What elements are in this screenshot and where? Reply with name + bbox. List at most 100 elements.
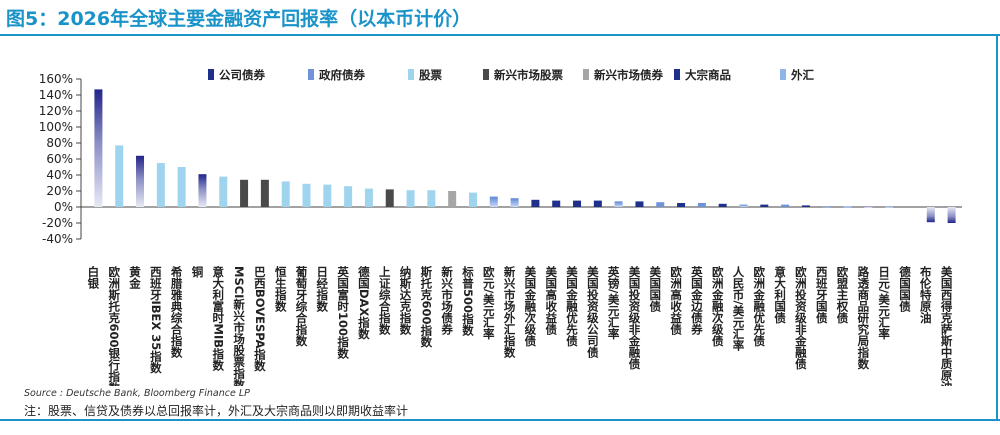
x-tick-label: 铜 (190, 265, 204, 278)
source-note: Source : Deutsche Bank, Bloomberg Financ… (24, 388, 250, 399)
bar (427, 190, 436, 207)
bar (947, 207, 956, 223)
bar-chart: 160% 140% 120% 100% 80% 60% 40% 20% 0% -20% -40% 公… (39, 68, 962, 386)
legend-label: 大宗商品 (685, 68, 731, 82)
bar (781, 204, 790, 207)
x-tick-label: 德国国债 (898, 265, 912, 313)
x-tick-label: 欧洲斯托克600银行指数 (107, 265, 121, 386)
x-tick-label: MSCI新兴市场股票指数 (232, 266, 246, 386)
y-tick-label: 20% (46, 184, 73, 198)
bar (864, 206, 873, 208)
x-tick-label: 白银 (86, 265, 100, 290)
bar (364, 188, 373, 207)
bar (115, 145, 124, 207)
legend-swatch (208, 69, 214, 80)
x-tick-label: 意大利国债 (773, 265, 787, 324)
bar (614, 201, 623, 207)
bar (635, 201, 644, 207)
bar (510, 198, 519, 207)
y-tick-label: -20% (42, 216, 73, 230)
legend-label: 公司债券 (219, 68, 265, 82)
x-tick-label: 西班牙IBEX 35指数 (149, 266, 163, 374)
bar (323, 184, 332, 207)
x-tick-label: 新兴市场外汇指数 (503, 265, 517, 359)
x-tick-label: 黄金 (128, 265, 142, 290)
bar (94, 89, 103, 207)
x-tick-label: 新兴市场债券 (440, 265, 454, 336)
bar (240, 179, 249, 207)
x-tick-label: 美国西得克萨斯中质原油 (940, 265, 954, 386)
x-tick-label: 上证综合指数 (378, 265, 392, 336)
bar (406, 190, 415, 207)
bar (593, 200, 602, 207)
bar (573, 200, 582, 207)
x-tick-label: 纳斯达克指数 (399, 265, 413, 336)
bar (885, 206, 894, 208)
x-tick-label: 欧洲金融次级债 (711, 265, 725, 347)
x-tick-label: 德国DAX指数 (357, 265, 371, 340)
x-tick-label: 人民币/美元汇率 (732, 265, 746, 351)
x-tick-label: 欧元/美元汇率 (482, 265, 496, 340)
legend-swatch (408, 69, 414, 80)
x-tick-label: 欧盟主权债 (836, 265, 850, 324)
y-tick-label: 80% (46, 136, 73, 150)
y-tick-label: 40% (46, 168, 73, 182)
x-tick-label: 西班牙国债 (815, 266, 829, 324)
x-tick-label: 巴西BOVESPA指数 (253, 266, 267, 372)
y-tick-label: -40% (42, 232, 73, 246)
legend-label: 新兴市场股票 (494, 68, 563, 82)
x-tick-label: 日元/美元汇率 (877, 266, 891, 340)
bar (468, 192, 477, 207)
bar (822, 206, 831, 208)
bar (136, 155, 145, 207)
bar (843, 206, 852, 208)
x-tick-label: 布伦特原油 (919, 265, 933, 324)
bar (697, 203, 706, 207)
x-tick-label: 英国富时100指数 (336, 265, 350, 360)
bar (760, 204, 769, 207)
x-tick-label: 欧洲金融优先债 (752, 265, 766, 347)
x-tick-label: 美国高收益债 (544, 265, 558, 336)
bar (531, 199, 540, 207)
bar (385, 189, 394, 207)
bar (198, 174, 207, 207)
bar (281, 181, 290, 207)
x-tick-label: 美国投资级公司债 (586, 265, 600, 359)
bar (260, 179, 269, 207)
x-tick-label: 路透商品研究局指数 (856, 265, 870, 370)
x-tick-label: 欧洲投资级非金融债 (794, 265, 808, 370)
x-tick-label: 斯托克600指数 (419, 265, 433, 348)
y-tick-label: 100% (39, 120, 73, 134)
legend-label: 政府债券 (319, 68, 365, 82)
x-tick-label: 恒生指数 (274, 265, 288, 313)
y-tick-label: 60% (46, 152, 73, 166)
bar (718, 203, 727, 207)
y-tick-label: 160% (39, 72, 73, 86)
bar (219, 176, 228, 207)
x-tick-label: 美国金融优先债 (565, 265, 579, 347)
bar (926, 207, 935, 223)
bar (344, 186, 353, 207)
bar (177, 167, 186, 207)
bar (656, 202, 665, 207)
y-tick-label: 140% (39, 88, 73, 102)
y-tick-label: 0% (54, 200, 73, 214)
bar (739, 204, 748, 207)
x-tick-label: 美国金融次级债 (523, 265, 537, 347)
bar (489, 196, 498, 207)
legend-swatch (308, 69, 314, 80)
frame-bottom-border (0, 419, 1000, 421)
bar (302, 183, 311, 207)
y-tick-label: 120% (39, 104, 73, 118)
x-tick-label: 美国投资级非金融债 (627, 265, 641, 370)
legend-swatch (780, 69, 786, 80)
x-tick-label: 日经指数 (315, 266, 329, 313)
x-tick-label: 希腊雅典综合指数 (170, 265, 184, 359)
x-tick-label: 美国国债 (648, 265, 662, 313)
legend-swatch (674, 69, 680, 80)
bar (801, 205, 810, 207)
footnote: 注：股票、信贷及债券以总回报率计，外汇及大宗商品则以即期收益率计 (24, 404, 409, 418)
x-tick-label: 标普500指数 (461, 265, 475, 337)
x-tick-label: 英国金边债券 (690, 265, 704, 336)
legend-label: 股票 (419, 68, 442, 82)
